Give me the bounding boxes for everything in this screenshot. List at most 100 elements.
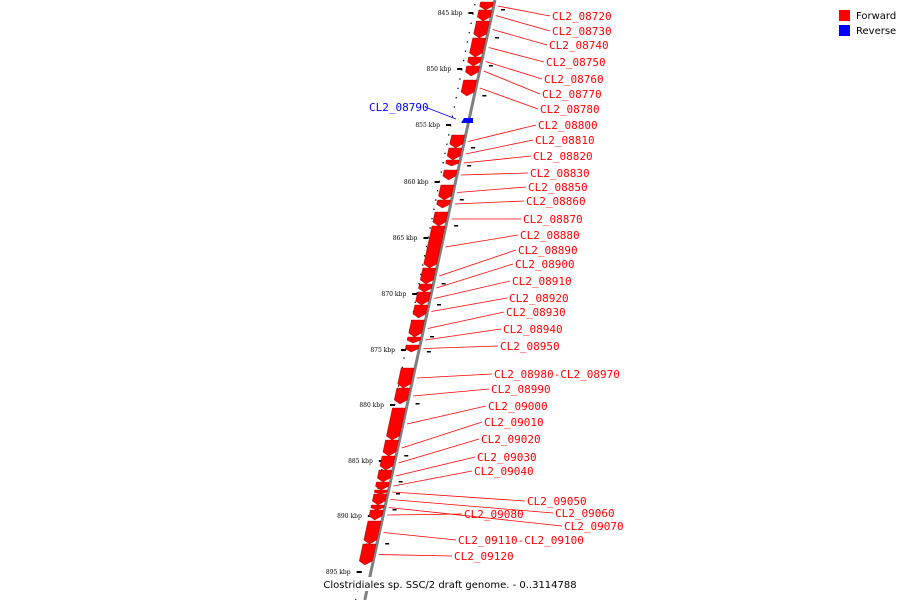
- gene-label-cl2_08890[interactable]: CL2_08890: [518, 244, 578, 257]
- gene-label-cl2_08790[interactable]: CL2_08790: [369, 101, 429, 114]
- gene-feature-cl2_09080[interactable]: [368, 509, 384, 521]
- gene-label-cl2_08950[interactable]: CL2_08950: [500, 340, 560, 353]
- gene-label-cl2_08800[interactable]: CL2_08800: [538, 119, 598, 132]
- gene-feature-cl2_08730[interactable]: [477, 9, 493, 22]
- gene-label-cl2_09020[interactable]: CL2_09020: [481, 433, 541, 446]
- ruler-major-tick: [457, 68, 463, 70]
- ruler-tick-label: 850 kbp: [427, 66, 452, 73]
- gene-label-cl2_08730[interactable]: CL2_08730: [552, 25, 612, 38]
- gene-feature-cl2_08880[interactable]: [423, 225, 446, 269]
- gene-label-cl2_08820[interactable]: CL2_08820: [533, 150, 593, 163]
- gene-label-cl2_08760[interactable]: CL2_08760: [544, 73, 604, 86]
- gene-feature-cl2_08780[interactable]: [460, 79, 477, 97]
- gene-feature-cl2_08740[interactable]: [473, 20, 490, 39]
- gene-feature-cl2_09040[interactable]: [375, 481, 390, 491]
- ruler-minor-tick: [420, 273, 422, 276]
- gene-label-cl2_08930[interactable]: CL2_08930: [506, 306, 566, 319]
- gene-feature-cl2_08830[interactable]: [442, 169, 458, 181]
- gene-label-cl2_08900[interactable]: CL2_08900: [515, 258, 575, 271]
- gene-leader-line: [454, 200, 525, 205]
- gene-feature-cl2_08790[interactable]: [461, 118, 473, 123]
- gene-label-cl2_09060[interactable]: CL2_09060: [555, 507, 615, 520]
- gene-label-cl2_09120[interactable]: CL2_09120: [454, 550, 514, 563]
- gene-feature-cl2_09030[interactable]: [377, 469, 393, 483]
- gene-feature-cl2_08760[interactable]: [467, 56, 482, 67]
- gene-label-cl2_09110-cl2_09100[interactable]: CL2_09110-CL2_09100: [458, 534, 584, 547]
- gene-feature-cl2_08810[interactable]: [446, 147, 463, 161]
- gene-feature-cl2_09010[interactable]: [382, 439, 399, 457]
- gene-leader-line: [457, 186, 527, 193]
- ruler-major-tick: [468, 12, 474, 14]
- ruler-major-tick: [423, 237, 429, 239]
- gene-feature-cl2_08870[interactable]: [432, 211, 449, 227]
- ruler-major-tick: [412, 293, 418, 295]
- gene-feature-cl2_09060[interactable]: [372, 493, 388, 506]
- gene-feature-cl2_08750[interactable]: [469, 37, 487, 58]
- legend-reverse-label: Reverse: [856, 26, 896, 37]
- feature-boundary-tick: [482, 95, 487, 97]
- gene-label-cl2_08860[interactable]: CL2_08860: [526, 195, 586, 208]
- gene-label-cl2_08850[interactable]: CL2_08850: [528, 181, 588, 194]
- gene-leader-line: [438, 249, 517, 277]
- gene-feature-cl2_08990[interactable]: [393, 387, 411, 405]
- gene-label-cl2_08870[interactable]: CL2_08870: [523, 213, 583, 226]
- ruler-minor-tick: [377, 487, 379, 489]
- gene-label-cl2_08740[interactable]: CL2_08740: [549, 39, 609, 52]
- gene-feature-cl2_09020[interactable]: [379, 455, 396, 471]
- ruler-tick-label: 895 kbp: [326, 569, 351, 576]
- gene-feature-cl2_08820[interactable]: [445, 159, 460, 167]
- gene-feature-cl2_09070[interactable]: [370, 504, 385, 511]
- feature-boundary-tick: [494, 37, 499, 39]
- ruler-minor-tick: [459, 78, 461, 80]
- gene-feature-cl2_08770[interactable]: [465, 65, 480, 77]
- feature-boundary-tick: [441, 283, 446, 285]
- gene-feature-cl2_08800[interactable]: [449, 134, 465, 149]
- gene-feature-cl2_08910[interactable]: [415, 291, 431, 306]
- gene-label-cl2_08940[interactable]: CL2_08940: [503, 323, 563, 336]
- gene-label-cl2_08880[interactable]: CL2_08880: [520, 229, 580, 242]
- gene-label-cl2_09030[interactable]: CL2_09030: [477, 451, 537, 464]
- ruler-minor-tick: [463, 59, 465, 62]
- gene-feature-cl2_08940[interactable]: [406, 336, 422, 344]
- gene-label-cl2_08810[interactable]: CL2_08810: [535, 134, 595, 147]
- gene-leader-line: [423, 345, 499, 349]
- ruler-tick-label: 875 kbp: [370, 347, 395, 354]
- gene-label-cl2_08720[interactable]: CL2_08720: [552, 10, 612, 23]
- gene-label-cl2_08770[interactable]: CL2_08770: [542, 88, 602, 101]
- ruler-minor-tick: [418, 283, 420, 285]
- gene-feature-cl2_08980-cl2_08970[interactable]: [397, 367, 415, 389]
- gene-feature-cl2_08720[interactable]: [479, 1, 494, 11]
- gene-label-cl2_08780[interactable]: CL2_08780: [540, 103, 600, 116]
- gene-feature-cl2_08900[interactable]: [418, 283, 433, 293]
- gene-label-cl2_08990[interactable]: CL2_08990: [491, 383, 551, 396]
- ruler-major-tick: [446, 124, 451, 126]
- gene-label-cl2_09040[interactable]: CL2_09040: [474, 465, 534, 478]
- gene-label-cl2_09050[interactable]: CL2_09050: [527, 495, 587, 508]
- ruler-minor-tick: [440, 171, 442, 173]
- gene-feature-cl2_08920[interactable]: [412, 304, 429, 319]
- gene-leader-line: [393, 470, 473, 487]
- gene-label-cl2_09010[interactable]: CL2_09010: [484, 416, 544, 429]
- gene-feature-cl2_09120[interactable]: [359, 543, 377, 566]
- gene-feature-cl2_08860[interactable]: [436, 199, 451, 209]
- gene-leader-line: [395, 456, 476, 477]
- gene-label-cl2_09070[interactable]: CL2_09070: [564, 520, 624, 533]
- gene-feature-cl2_08850[interactable]: [438, 184, 455, 201]
- gene-label-cl2_08980-cl2_08970[interactable]: CL2_08980-CL2_08970: [494, 368, 620, 381]
- gene-feature-cl2_09110-cl2_09100[interactable]: [363, 520, 382, 545]
- gene-label-cl2_08830[interactable]: CL2_08830: [530, 167, 590, 180]
- ruler-minor-tick: [437, 190, 439, 192]
- feature-boundary-tick: [437, 304, 442, 306]
- gene-label-cl2_09000[interactable]: CL2_09000: [488, 400, 548, 413]
- gene-label-cl2_08910[interactable]: CL2_08910: [512, 275, 572, 288]
- gene-feature-cl2_08950[interactable]: [405, 344, 420, 353]
- gene-feature-cl2_09000[interactable]: [386, 407, 406, 441]
- gene-label-cl2_08920[interactable]: CL2_08920: [509, 292, 569, 305]
- gene-label-cl2_08750[interactable]: CL2_08750: [546, 56, 606, 69]
- gene-feature-cl2_08890[interactable]: [420, 267, 437, 285]
- feature-boundary-tick: [392, 509, 397, 511]
- gene-feature-cl2_08930[interactable]: [408, 319, 425, 338]
- gene-feature-cl2_09050[interactable]: [373, 489, 388, 495]
- gene-label-cl2_09080[interactable]: CL2_09080: [464, 508, 524, 521]
